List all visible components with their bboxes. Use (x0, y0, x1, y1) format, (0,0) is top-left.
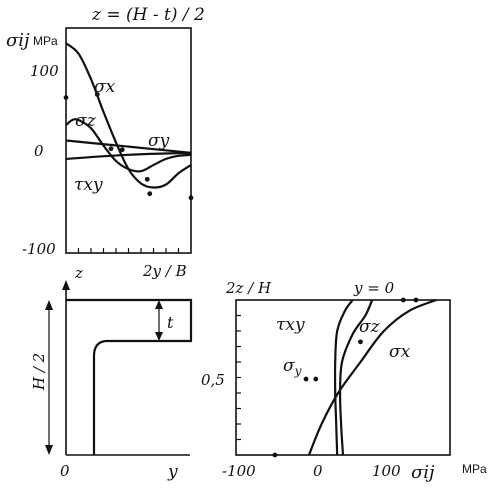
bottom-data-point (313, 376, 319, 382)
top-chart-xticks (77, 248, 180, 253)
top-data-point (144, 176, 150, 182)
top-series-sigma-y (65, 139, 192, 154)
bottom-series-sigma-x (307, 298, 437, 456)
bottom-data-point (413, 297, 419, 303)
top-data-point (108, 146, 114, 152)
section-h-arrow-bottom (45, 445, 53, 455)
bottom-chart-series (307, 298, 437, 456)
section-z-label: z (74, 264, 83, 282)
top-legend-sigma-z: σz (75, 111, 97, 131)
bottom-chart-yticks (236, 314, 241, 441)
section-t-label: t (167, 313, 174, 332)
section-t-arrow-bottom (155, 332, 163, 341)
top-chart-yunit: MPa (33, 34, 58, 48)
top-chart-ytick-minus100: -100 (22, 240, 56, 258)
top-chart-points (63, 92, 194, 201)
top-data-point (119, 147, 125, 153)
section-outline (66, 298, 193, 455)
bottom-chart-xunit: MPa (462, 462, 487, 476)
bottom-legend-tau-xy: τxy (276, 315, 305, 335)
top-chart-ytick-100: 100 (30, 62, 59, 80)
top-chart: z = (H - t) / 2 σij MPa 2y / B 100 0 -10… (6, 5, 205, 280)
bottom-legend-sigma-z: σz (359, 317, 381, 337)
section-sketch: z y 0 H / 2 t (30, 264, 193, 482)
bottom-legend-sigma-x: σx (389, 342, 411, 362)
section-origin-label: 0 (60, 462, 70, 480)
top-data-point (147, 191, 153, 197)
bottom-chart-ylabel: 2z / H (225, 279, 272, 297)
bottom-data-point (272, 452, 278, 458)
bottom-chart-points (272, 297, 419, 458)
top-series-tau-xy (65, 151, 192, 160)
top-chart-ytick-0: 0 (34, 142, 44, 160)
top-legend-sigma-x: σx (94, 77, 116, 97)
section-h-label: H / 2 (30, 353, 48, 391)
top-legend-tau-xy: τxy (74, 175, 103, 195)
bottom-data-point (400, 297, 406, 303)
bottom-chart: 2z / H y = 0 0,5 -100 0 100 σij MPa τxy … (201, 279, 487, 483)
bottom-chart-xlabel: σij (411, 462, 435, 483)
top-chart-ylabel: σij (6, 30, 30, 51)
top-chart-series (65, 42, 192, 189)
bottom-series-tau-xy (333, 299, 354, 456)
top-chart-title: z = (H - t) / 2 (91, 5, 205, 25)
bottom-series-sigma-z (338, 299, 374, 456)
top-chart-xlabel: 2y / B (142, 262, 187, 280)
section-z-arrow (62, 280, 70, 290)
bottom-chart-xtick-minus100: -100 (222, 462, 256, 480)
bottom-chart-frame (235, 299, 451, 456)
bottom-legend-sigma-y: σy (283, 356, 302, 378)
bottom-chart-ytick-05: 0,5 (201, 371, 225, 389)
bottom-data-point (303, 376, 309, 382)
bottom-chart-xtick-0: 0 (313, 462, 323, 480)
top-legend-sigma-y: σy (148, 131, 170, 151)
bottom-chart-title: y = 0 (353, 279, 395, 297)
section-y-label: y (167, 462, 178, 482)
section-h-arrow-top (45, 300, 53, 310)
top-data-point (188, 195, 194, 201)
top-data-point (63, 95, 69, 100)
top-series-sigma-z (65, 118, 192, 173)
bottom-chart-xtick-100: 100 (372, 462, 401, 480)
section-t-arrow-top (155, 300, 163, 309)
bottom-data-point (358, 339, 363, 345)
top-chart-frame (65, 27, 192, 254)
top-data-point (94, 92, 100, 97)
